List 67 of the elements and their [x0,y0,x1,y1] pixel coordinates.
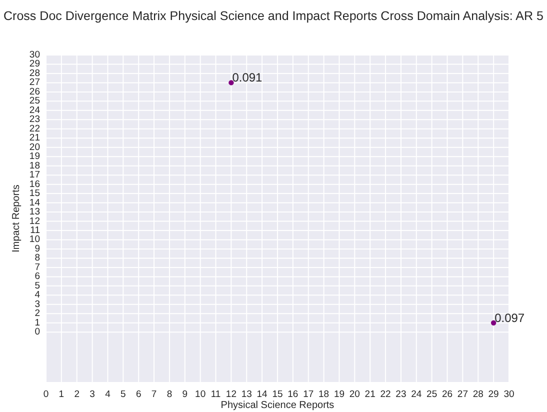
x-tick-label: 30 [504,389,514,400]
y-tick-label: 26 [29,86,40,98]
x-tick-label: 13 [241,389,252,400]
x-tick-label: 26 [442,389,453,400]
y-tick-label: 3 [34,298,40,310]
x-tick-label: 9 [182,389,188,400]
y-axis-title: Impact Reports [11,184,22,252]
y-tick-label: 0 [34,326,40,338]
x-tick-label: 8 [166,389,172,400]
y-tick-label: 10 [29,234,40,246]
y-tick-label: 23 [29,114,40,126]
x-tick-label: 28 [472,389,484,400]
y-tick-label: 2 [34,308,40,320]
x-tick-label: 20 [349,389,360,400]
x-tick-label: 15 [272,389,283,400]
y-tick-label: 15 [29,188,40,200]
x-tick-label: 14 [256,389,268,400]
y-tick-label: 28 [29,68,40,79]
x-tick-label: 27 [457,389,468,400]
x-tick-label: 12 [226,389,236,400]
y-tick-label: 14 [29,197,40,208]
x-tick-label: 11 [210,389,221,400]
y-tick-label: 13 [29,206,40,218]
y-tick-label: 17 [29,170,40,181]
x-tick-label: 6 [136,389,142,400]
y-tick-label: 4 [34,290,40,301]
x-tick-label: 18 [318,389,330,400]
x-tick-label: 22 [380,389,391,400]
y-tick-label: 20 [29,142,40,153]
x-tick-label: 29 [488,389,499,400]
annotation: 0.097 [494,310,525,325]
x-tick-label: 1 [58,389,64,400]
y-tick-label: 18 [29,160,40,172]
y-tick-label: 24 [29,104,40,116]
y-tick-label: 30 [29,50,40,60]
x-tick-label: 4 [105,389,110,400]
x-axis-title: Physical Science Reports [220,400,334,411]
x-tick-label: 24 [411,389,422,400]
y-tick-label: 29 [29,58,40,70]
chart-title: Cross Doc Divergence Matrix Physical Science and Impact Reports Cross Domain Analysis: AR 5 [4,9,547,23]
x-tick-label: 16 [288,389,298,400]
y-tick-label: 8 [34,252,40,264]
x-tick-label: 3 [90,389,95,400]
y-tick-label: 7 [34,262,40,273]
y-tick-label: 9 [34,243,40,254]
x-tick-label: 25 [426,389,438,400]
y-tick-label: 5 [34,280,40,292]
y-tick-label: 12 [29,216,40,227]
y-tick-label: 19 [29,151,40,162]
x-tick-label: 19 [334,389,345,400]
y-tick-label: 11 [30,225,40,236]
y-tick-label: 25 [29,96,40,107]
y-tick-label: 6 [34,271,40,282]
x-tick-label: 5 [120,389,126,400]
x-tick-label: 2 [74,389,80,400]
y-tick-label: 21 [29,132,40,144]
y-tick-label: 16 [29,178,40,190]
x-tick-label: 17 [303,389,314,400]
y-tick-label: 27 [29,77,40,88]
annotation: 0.091 [232,70,263,85]
y-tick-label: 1 [34,317,40,328]
x-tick-label: 10 [195,389,206,400]
y-tick-label: 22 [29,123,40,134]
x-tick-label: 0 [43,389,49,400]
x-tick-label: 23 [396,389,406,400]
x-tick-label: 21 [364,389,376,400]
x-tick-label: 7 [151,389,157,400]
